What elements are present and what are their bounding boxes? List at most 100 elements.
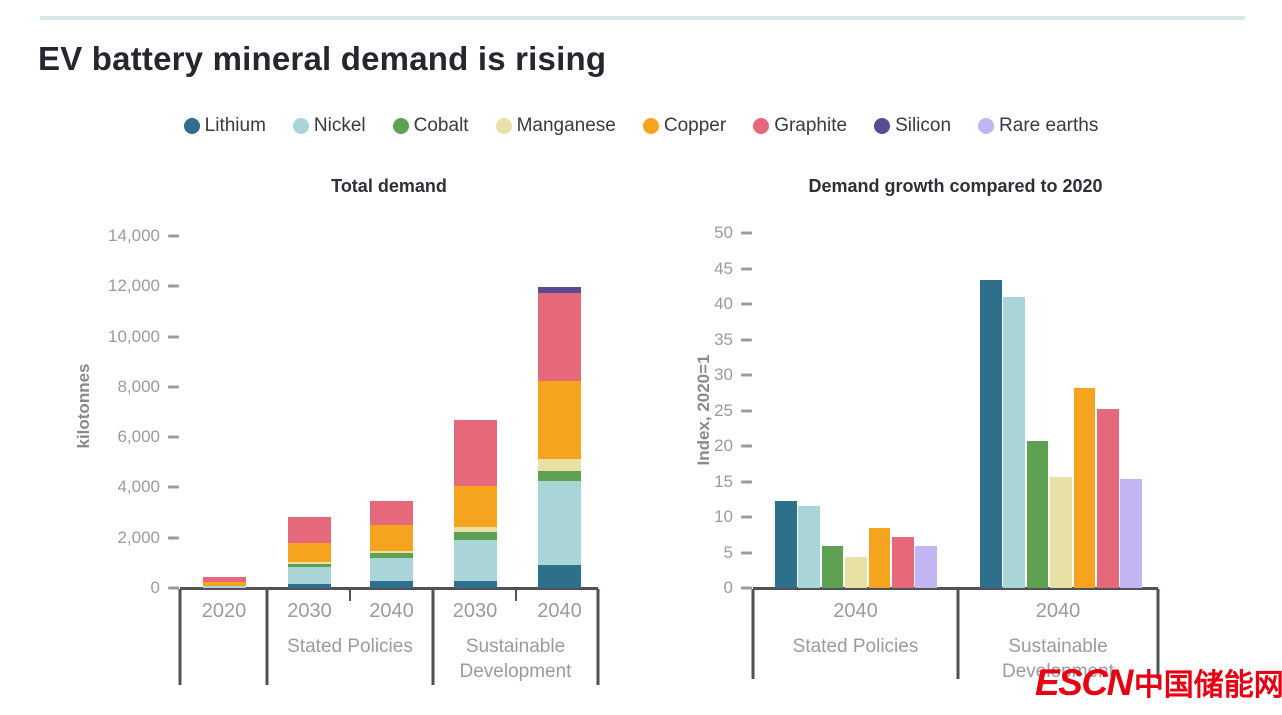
y-tick-mark bbox=[168, 335, 179, 339]
y-tick-label: 5 bbox=[723, 542, 733, 562]
y-tick-mark bbox=[741, 409, 752, 412]
year-separator-tick bbox=[349, 589, 351, 601]
page-title: EV battery mineral demand is rising bbox=[38, 40, 607, 77]
category-frame-line bbox=[178, 589, 182, 685]
y-tick-mark bbox=[741, 444, 752, 448]
y-tick-mark bbox=[741, 302, 752, 306]
demand-growth-plot: 0 5 10 15 20 25 30 35 40 45 50 2040 2040 Stated Polic… bbox=[714, 223, 1160, 682]
cobalt-legend-dot-icon bbox=[392, 118, 409, 134]
right-chart-title: Demand growth compared to 2020 bbox=[808, 176, 1103, 196]
y-tick-label: 12,000 bbox=[108, 276, 160, 296]
y-tick-label: 20 bbox=[714, 436, 733, 455]
bar-nickel bbox=[798, 506, 820, 588]
y-tick-label: 30 bbox=[714, 365, 733, 384]
bar-rare-earths bbox=[915, 546, 937, 588]
category-frame-line bbox=[265, 589, 269, 685]
legend-item-cobalt: Cobalt bbox=[392, 115, 469, 137]
legend-label: Copper bbox=[663, 115, 727, 136]
legend-item-rare-earths: Rare earths bbox=[978, 115, 1098, 137]
bar-segment-cobalt bbox=[370, 553, 413, 559]
bar-segment-graphite bbox=[370, 501, 413, 526]
bar-segment-copper bbox=[453, 485, 497, 527]
bar-segment-graphite bbox=[202, 577, 246, 582]
copper-legend-dot-icon bbox=[642, 118, 659, 134]
bar-manganese bbox=[1050, 476, 1072, 588]
chart-legend: Lithium Nickel Cobalt Manganese Copper Graphi… bbox=[0, 115, 1282, 137]
x-year-label: 2040 bbox=[537, 600, 582, 622]
legend-label: Manganese bbox=[516, 115, 616, 136]
bar-segment-cobalt bbox=[538, 471, 581, 482]
y-tick-mark bbox=[168, 284, 179, 288]
y-tick-label: 35 bbox=[714, 329, 733, 349]
bar-copper bbox=[868, 527, 891, 588]
bar-rare-earths bbox=[1120, 479, 1142, 588]
x-year-label: 2040 bbox=[1035, 600, 1081, 622]
category-frame-line bbox=[751, 589, 755, 679]
bar-copper bbox=[1073, 387, 1096, 588]
category-frame-line bbox=[1156, 589, 1160, 679]
bar-segment-nickel bbox=[538, 481, 581, 566]
bar-segment-manganese bbox=[453, 526, 497, 532]
bar-segment-nickel bbox=[288, 566, 331, 585]
x-year-label: 2020 bbox=[201, 600, 247, 622]
legend-item-graphite: Graphite bbox=[753, 115, 847, 137]
silicon-legend-dot-icon bbox=[874, 118, 891, 134]
y-tick-label: 45 bbox=[714, 258, 733, 278]
y-tick-label: 10 bbox=[714, 507, 733, 526]
bar-segment-nickel bbox=[453, 540, 497, 581]
x-axis-line bbox=[753, 587, 1158, 590]
y-tick-label: 15 bbox=[714, 471, 733, 491]
legend-item-copper: Copper bbox=[642, 115, 727, 137]
y-tick-label: 6,000 bbox=[117, 427, 160, 447]
bar-segment-silicon bbox=[538, 287, 581, 294]
left-chart-title: Total demand bbox=[331, 176, 447, 196]
legend-item-silicon: Silicon bbox=[874, 115, 951, 137]
lithium-legend-dot-icon bbox=[183, 118, 200, 134]
bar-segment-manganese bbox=[538, 459, 581, 472]
watermark-latin-text: ESCN bbox=[1035, 662, 1133, 703]
bar-graphite bbox=[892, 536, 914, 588]
y-tick-mark bbox=[741, 338, 752, 341]
total-demand-plot: 0 2,000 4,000 6,000 8,000 10,000 12,000 14,000 2… bbox=[108, 225, 600, 685]
y-tick-mark bbox=[168, 536, 179, 540]
bar-graphite bbox=[1097, 409, 1119, 588]
bar-segment-copper bbox=[288, 542, 331, 562]
y-tick-label: 4,000 bbox=[117, 477, 160, 497]
y-tick-mark bbox=[741, 373, 752, 377]
category-frame-line bbox=[596, 589, 600, 685]
legend-label: Lithium bbox=[204, 115, 266, 136]
scenario-group-label: Stated Policies bbox=[287, 636, 413, 657]
y-tick-mark bbox=[741, 515, 752, 519]
bar-segment-cobalt bbox=[288, 563, 331, 567]
bar-segment-manganese bbox=[370, 551, 413, 554]
scenario-group-label: Sustainable Development bbox=[1002, 636, 1114, 683]
y-tick-label: 14,000 bbox=[108, 226, 160, 245]
y-tick-mark bbox=[741, 267, 752, 270]
legend-item-manganese: Manganese bbox=[495, 115, 616, 137]
legend-label: Cobalt bbox=[413, 115, 469, 136]
bar-segment-copper bbox=[538, 381, 581, 460]
bar-segment-graphite bbox=[538, 293, 581, 382]
y-tick-label: 40 bbox=[714, 294, 733, 313]
y-tick-mark bbox=[168, 385, 179, 389]
y-tick-mark bbox=[741, 480, 752, 483]
y-tick-label: 8,000 bbox=[117, 376, 160, 396]
bar-segment-lithium bbox=[453, 580, 497, 588]
y-tick-label: 25 bbox=[714, 400, 733, 420]
manganese-legend-dot-icon bbox=[495, 118, 512, 134]
legend-label: Graphite bbox=[774, 115, 848, 136]
bar-lithium bbox=[980, 279, 1002, 588]
bar-segment-cobalt bbox=[453, 531, 497, 541]
bar-segment-graphite bbox=[288, 516, 331, 543]
nickel-legend-dot-icon bbox=[292, 118, 309, 134]
y-tick-mark bbox=[168, 586, 179, 590]
bar-segment-lithium bbox=[538, 565, 581, 588]
bar-manganese bbox=[845, 557, 867, 588]
legend-item-lithium: Lithium bbox=[183, 115, 266, 137]
bar-cobalt bbox=[1026, 441, 1049, 588]
legend-label: Silicon bbox=[895, 115, 952, 136]
x-year-label: 2040 bbox=[369, 600, 414, 622]
y-tick-label: 10,000 bbox=[108, 326, 160, 346]
left-y-axis-label: kilotonnes bbox=[74, 363, 93, 449]
legend-item-nickel: Nickel bbox=[292, 115, 366, 137]
